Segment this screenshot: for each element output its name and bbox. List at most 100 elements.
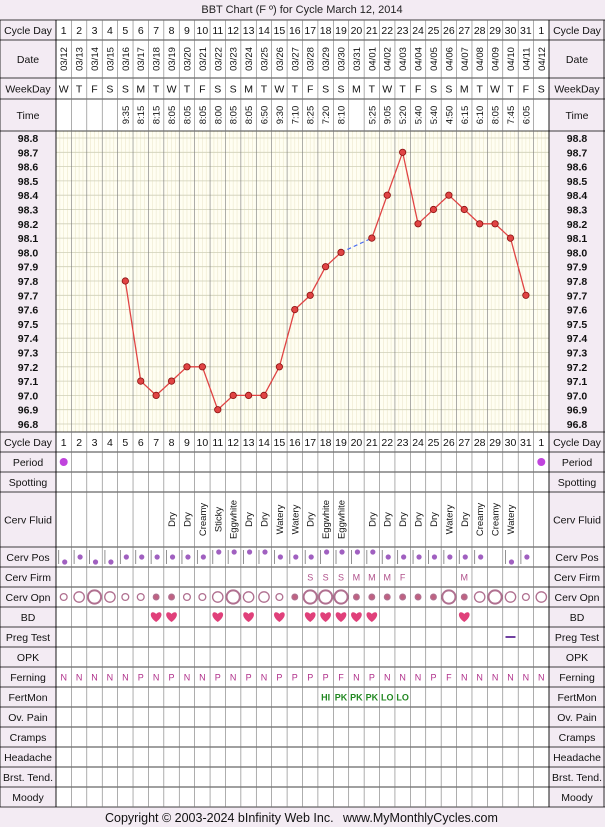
cerv-opn-circle	[121, 592, 130, 602]
weekday-cell: F	[307, 84, 313, 96]
temperature-point	[214, 406, 222, 414]
weekday-cell: T	[507, 84, 514, 96]
time-cell: 8:05	[229, 106, 240, 125]
cerv-opn-circle	[318, 589, 334, 605]
temperature-point	[383, 191, 391, 199]
fertmon-cell: PK	[366, 693, 379, 703]
date-cell: 03/31	[352, 47, 363, 71]
cerv-fluid-cell: Dry	[398, 512, 409, 527]
cerv-pos-dot	[277, 554, 283, 560]
cerv-opn-circle	[521, 592, 530, 602]
y-tick-label-right: 97.2	[567, 362, 588, 374]
row-label-headache-right: Headache	[553, 752, 601, 764]
weekday-cell: W	[59, 84, 69, 96]
cycle-day-cell: 15	[274, 437, 286, 449]
weekday-cell: T	[369, 84, 376, 96]
heart-icon	[304, 612, 316, 622]
date-cell: 04/06	[444, 47, 455, 71]
time-cell: 9:05	[383, 106, 394, 125]
date-cell: 04/02	[383, 47, 394, 71]
cycle-day-cell: 28	[474, 437, 486, 449]
ferning-cell: P	[369, 673, 375, 683]
cycle-day-cell: 26	[443, 25, 455, 37]
weekday-cell: T	[292, 84, 299, 96]
cerv-pos-dot	[154, 554, 160, 560]
cycle-day-cell: 25	[428, 25, 440, 37]
cycle-day-cell: 2	[76, 25, 82, 37]
site-link[interactable]: www.MyMonthlyCycles.com	[342, 811, 498, 825]
row-label-time-left: Time	[17, 110, 40, 122]
date-cell: 03/19	[167, 47, 178, 71]
cerv-fluid-cell: Sticky	[213, 507, 224, 533]
ferning-cell: N	[384, 673, 391, 683]
weekday-cell: S	[230, 84, 237, 96]
cerv-opn-circle	[333, 589, 349, 605]
cerv-pos-dot	[339, 549, 345, 555]
y-tick-label-left: 96.9	[18, 405, 39, 417]
y-tick-label-right: 98.4	[567, 190, 588, 202]
cycle-day-cell: 29	[489, 25, 501, 37]
cerv-fluid-cell: Dry	[167, 512, 178, 527]
fertmon-cell: PK	[335, 693, 348, 703]
time-cell: 5:25	[367, 106, 378, 125]
time-cell: 7:45	[506, 106, 517, 125]
cerv-opn-circle	[291, 593, 299, 601]
row-label-cramps-left: Cramps	[10, 732, 47, 744]
cerv-opn-circle	[487, 589, 503, 605]
heart-icon	[212, 612, 224, 622]
y-tick-label-left: 97.8	[18, 276, 39, 288]
cycle-day-cell: 23	[397, 25, 409, 37]
date-cell: 03/29	[321, 47, 332, 71]
weekday-cell: M	[352, 84, 361, 96]
cycle-day-cell: 18	[320, 437, 332, 449]
ferning-cell: N	[507, 673, 514, 683]
temperature-point	[337, 248, 345, 256]
time-cell: 5:20	[398, 106, 409, 125]
y-tick-label-left: 97.9	[18, 262, 39, 274]
row-label-time-right: Time	[566, 110, 589, 122]
temperature-point	[275, 363, 283, 371]
row-label-moody-left: Moody	[12, 792, 44, 804]
row-label-fertmon-right: FertMon	[557, 692, 596, 704]
cycle-day-cell: 11	[212, 437, 223, 449]
cerv-fluid-cell: Creamy	[475, 503, 486, 537]
cerv-opn-circle	[152, 593, 160, 601]
cerv-opn-circle	[430, 593, 437, 601]
temperature-point	[429, 205, 438, 214]
date-cell: 04/12	[537, 47, 548, 71]
date-cell: 04/04	[414, 47, 425, 71]
cycle-day-cell: 6	[138, 437, 144, 449]
weekday-cell: T	[184, 84, 191, 96]
y-tick-label-right: 97.3	[567, 348, 588, 360]
cycle-day-cell: 17	[304, 437, 316, 449]
temperature-point	[291, 305, 299, 314]
time-cell: 8:00	[213, 106, 224, 125]
date-cell: 03/26	[275, 47, 286, 71]
y-tick-label-right: 96.9	[567, 405, 588, 417]
cycle-day-cell: 1	[61, 437, 67, 449]
cycle-day-cell: 14	[258, 25, 270, 37]
cerv-pos-dot	[139, 554, 145, 560]
row-label-weekday-left: WeekDay	[5, 84, 51, 96]
time-cell: 8:25	[306, 106, 317, 125]
row-label-period-left: Period	[13, 457, 44, 469]
cycle-day-cell: 3	[92, 437, 98, 449]
date-cell: 03/23	[229, 47, 240, 71]
ferning-cell: F	[338, 673, 344, 683]
row-label-cycle-day-right: Cycle Day	[553, 437, 602, 449]
time-cell: 8:05	[244, 106, 255, 125]
y-tick-label-right: 97.5	[567, 319, 588, 331]
ferning-cell: N	[107, 673, 114, 683]
cycle-day-cell: 8	[169, 25, 175, 37]
cycle-day-cell: 10	[197, 437, 209, 449]
heart-icon	[458, 612, 470, 622]
cycle-day-cell: 6	[138, 25, 144, 37]
temperature-point	[322, 263, 330, 271]
y-tick-label-left: 98.7	[18, 147, 39, 159]
cerv-fluid-cell: Eggwhite	[229, 500, 240, 539]
row-label-spotting-left: Spotting	[9, 477, 48, 489]
cerv-pos-dot	[216, 549, 222, 555]
temperature-point	[522, 291, 530, 299]
cerv-fluid-cell: Eggwhite	[321, 500, 332, 539]
date-cell: 03/22	[213, 47, 224, 71]
